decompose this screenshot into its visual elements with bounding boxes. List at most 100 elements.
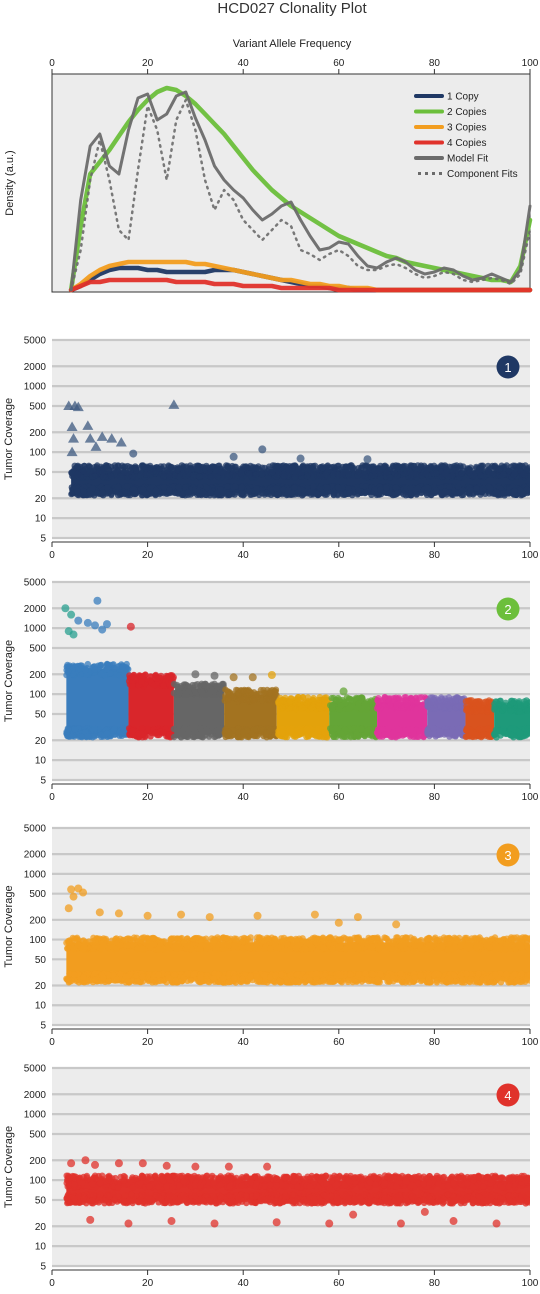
data-point [68, 733, 76, 740]
data-point [371, 467, 378, 474]
data-point [315, 725, 322, 732]
data-point [376, 704, 384, 712]
data-point [341, 726, 349, 733]
data-point [433, 470, 440, 477]
data-point [152, 468, 160, 475]
data-point [263, 729, 270, 737]
outlier-point [69, 630, 78, 639]
data-point [89, 485, 96, 492]
y-tick-label: 500 [29, 402, 46, 413]
data-point [414, 733, 421, 740]
data-point [381, 694, 388, 701]
data-point [74, 488, 81, 495]
data-point [436, 728, 443, 735]
data-point [444, 729, 451, 737]
data-point [117, 473, 124, 480]
outlier-point [363, 455, 372, 464]
data-point [238, 470, 245, 477]
data-point [361, 489, 369, 496]
data-point [445, 489, 452, 496]
legend-label: Model Fit [447, 154, 488, 165]
data-point [321, 694, 328, 701]
data-point [111, 725, 118, 733]
data-point [395, 726, 402, 733]
data-point [330, 491, 337, 499]
y-tick-label: 5 [40, 534, 46, 545]
data-point [84, 660, 92, 668]
data-point [353, 694, 360, 702]
x-tick-label: 100 [522, 550, 539, 561]
figure-title: HCD027 Clonality Plot [217, 0, 367, 17]
data-point [104, 484, 111, 491]
data-point [80, 488, 88, 495]
density-series-2-copies [68, 85, 533, 293]
data-point [160, 484, 168, 491]
data-point [250, 697, 258, 704]
y-tick-label: 10 [35, 1001, 47, 1012]
data-point [377, 486, 384, 493]
data-point [266, 690, 273, 697]
data-point [175, 484, 182, 491]
data-point [500, 490, 507, 497]
data-point [291, 474, 299, 481]
data-point [121, 488, 128, 495]
data-point [99, 489, 106, 496]
y-tick-label: 20 [35, 494, 47, 505]
data-point [362, 483, 369, 490]
data-point [291, 484, 298, 492]
y-tick-label: 5000 [24, 578, 47, 589]
data-point [375, 697, 382, 705]
data-point [195, 473, 203, 480]
x-tick-label: 40 [238, 792, 250, 803]
data-point [423, 484, 430, 491]
data-point [403, 701, 410, 708]
outlier-point [106, 433, 118, 443]
data-point [428, 731, 435, 738]
y-tick-label: 5000 [24, 336, 47, 347]
data-point [129, 683, 136, 690]
copy-number-badge [496, 355, 520, 379]
copy-number-badge [496, 597, 520, 621]
y-tick-label: 100 [29, 690, 46, 701]
data-point [446, 483, 453, 491]
data-point [414, 462, 421, 469]
y-tick-label: 20 [35, 736, 47, 747]
data-point [185, 688, 192, 695]
outlier-point [229, 452, 238, 461]
data-point [409, 729, 417, 737]
data-point [138, 725, 146, 732]
data-point [332, 725, 340, 732]
data-point [511, 487, 518, 495]
data-point [297, 696, 304, 704]
data-point [101, 672, 109, 679]
data-point [71, 726, 79, 733]
data-point [395, 694, 402, 701]
data-point [74, 462, 82, 469]
data-point [346, 463, 353, 470]
data-point [261, 491, 268, 498]
data-point [111, 664, 118, 672]
data-point [385, 725, 392, 732]
outlier-point [248, 673, 257, 682]
data-point [153, 729, 160, 736]
y-tick-label: 2000 [24, 604, 47, 615]
top-tick-label: 80 [429, 58, 441, 69]
data-point [153, 675, 160, 682]
data-point [84, 733, 92, 740]
data-point [244, 687, 251, 694]
x-tick-label: 20 [142, 792, 154, 803]
data-point [180, 490, 187, 497]
data-point [203, 484, 210, 491]
data-point [377, 462, 384, 470]
coverage-plot-area [52, 828, 530, 1025]
data-point [486, 484, 494, 491]
top-tick-label: 100 [522, 58, 539, 69]
data-point [297, 728, 304, 736]
data-point [267, 491, 275, 499]
data-point [458, 469, 466, 477]
x-tick-label: 40 [238, 550, 250, 561]
data-point [232, 483, 239, 490]
data-point [78, 662, 86, 669]
data-point [407, 484, 414, 492]
